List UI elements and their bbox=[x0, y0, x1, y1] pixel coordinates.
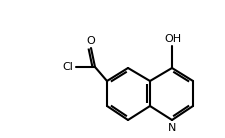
Text: Cl: Cl bbox=[62, 62, 73, 72]
Text: O: O bbox=[86, 35, 95, 46]
Text: OH: OH bbox=[164, 34, 181, 44]
Text: N: N bbox=[167, 123, 176, 133]
